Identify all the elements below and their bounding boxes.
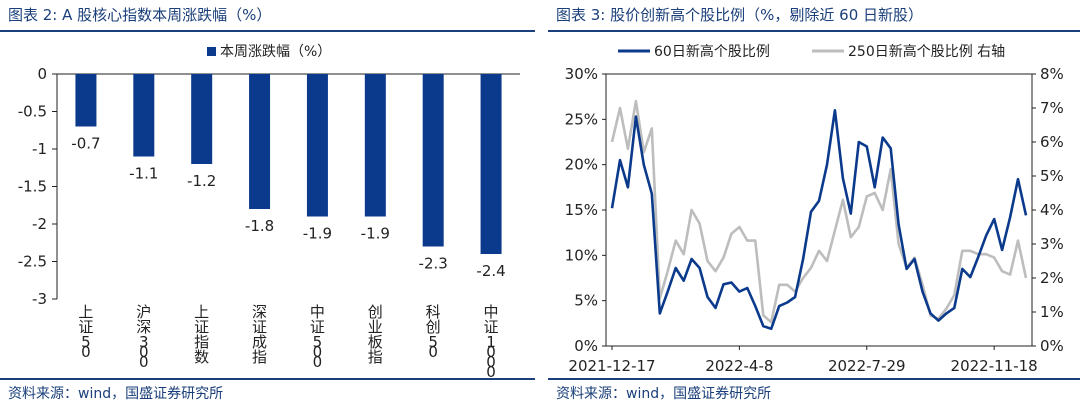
bar-data-label: -1.8 bbox=[245, 217, 274, 235]
left-bottom-rule bbox=[0, 378, 535, 380]
y-tick-label: 0 bbox=[37, 65, 47, 83]
x-category-label: 上证指数 bbox=[194, 303, 209, 366]
y-tick-label: -1.5 bbox=[18, 178, 47, 196]
bar bbox=[422, 74, 444, 247]
legend-label-250d: 250日新高个股比例 右轴 bbox=[848, 43, 1005, 60]
series-line-60d bbox=[610, 109, 1028, 331]
x-category-label: 沪深 3 0 0 bbox=[136, 303, 151, 371]
bar-data-label: -2.4 bbox=[476, 262, 505, 280]
y-right-tick-label: 7% bbox=[1040, 99, 1064, 117]
left-top-rule bbox=[0, 30, 535, 32]
plot-frame bbox=[605, 73, 1033, 347]
y-right-tick-label: 3% bbox=[1040, 235, 1064, 253]
legend-label-bar: 本周涨跌幅（%） bbox=[220, 44, 331, 60]
x-category-label: 创业板指 bbox=[368, 303, 383, 366]
bar bbox=[364, 74, 386, 217]
bar-data-label: -1.2 bbox=[187, 172, 216, 190]
y-tick-label: -2 bbox=[32, 215, 47, 233]
y-right-tick-label: 1% bbox=[1040, 303, 1064, 321]
legend-swatch-bar bbox=[207, 47, 216, 56]
y-left-tick-label: 30% bbox=[565, 65, 598, 83]
y-right-tick-label: 6% bbox=[1040, 133, 1064, 151]
y-right-tick-label: 8% bbox=[1040, 65, 1064, 83]
y-tick-label: -0.5 bbox=[18, 103, 47, 121]
x-tick-label: 2022-7-29 bbox=[828, 357, 906, 375]
x-category-label: 上证 5 0 bbox=[78, 303, 93, 361]
series-line-250d bbox=[610, 99, 1028, 324]
y-left-tick-label: 15% bbox=[565, 201, 598, 219]
left-source-note: 资料来源：wind，国盛证券研究所 bbox=[8, 386, 224, 402]
y-right-tick-label: 5% bbox=[1040, 167, 1064, 185]
y-tick-label: -3 bbox=[32, 290, 47, 308]
x-tick-label: 2022-11-18 bbox=[951, 357, 1038, 375]
y-tick-label: -1 bbox=[32, 140, 47, 158]
bar bbox=[306, 74, 328, 217]
y-right-tick-label: 2% bbox=[1040, 269, 1064, 287]
right-figure-title: 图表 3: 股价创新高个股比例（%，剔除近 60 日新股） bbox=[556, 6, 924, 24]
bar bbox=[191, 74, 213, 164]
x-category-label: 深证成指 bbox=[252, 303, 267, 366]
legend-label-60d: 60日新高个股比例 bbox=[654, 43, 770, 60]
x-category-label: 中证 5 0 0 bbox=[310, 303, 325, 371]
x-tick-label: 2022-4-8 bbox=[705, 357, 773, 375]
y-left-tick-label: 0% bbox=[574, 337, 598, 355]
y-left-tick-label: 25% bbox=[565, 110, 598, 128]
y-right-tick-label: 4% bbox=[1040, 201, 1064, 219]
bar-data-label: -1.1 bbox=[129, 165, 158, 183]
x-category-label: 科创 5 0 bbox=[426, 303, 441, 361]
right-source-note: 资料来源：wind，国盛证券研究所 bbox=[556, 386, 772, 402]
bar-data-label: -2.3 bbox=[419, 255, 448, 273]
y-right-tick-label: 0% bbox=[1040, 337, 1064, 355]
right-figure: 图表 3: 股价创新高个股比例（%，剔除近 60 日新股） 60日新高个股比例 2… bbox=[548, 0, 1080, 412]
y-left-tick-label: 5% bbox=[574, 292, 598, 310]
y-tick-label: -2.5 bbox=[18, 253, 47, 271]
bar-chart: 本周涨跌幅（%） 0 -0.5 -1 -1.5 -2 -2.5 -3 -0.7 上证 5 0 -1.1 沪… bbox=[18, 44, 520, 378]
bar bbox=[75, 74, 97, 127]
x-tick-label: 2021-12-17 bbox=[568, 357, 655, 375]
bar bbox=[133, 74, 155, 157]
bar-data-label: -1.9 bbox=[361, 225, 390, 243]
bar-data-label: -0.7 bbox=[71, 135, 100, 153]
x-category-label: 中证 1 0 0 0 bbox=[484, 303, 499, 378]
right-top-rule bbox=[548, 30, 1080, 32]
right-bottom-rule bbox=[548, 378, 1080, 380]
left-figure: 图表 2: A 股核心指数本周涨跌幅（%） 本周涨跌幅（%） 0 -0.5 -1 -1.… bbox=[0, 0, 535, 412]
bar bbox=[480, 74, 502, 254]
bar-data-label: -1.9 bbox=[303, 225, 332, 243]
y-left-tick-label: 10% bbox=[565, 246, 598, 264]
bar bbox=[249, 74, 271, 209]
y-left-tick-label: 20% bbox=[565, 156, 598, 174]
line-chart: 60日新高个股比例 250日新高个股比例 右轴 0% 5% 10% 15% 20% 25% 30… bbox=[565, 43, 1064, 375]
left-figure-title: 图表 2: A 股核心指数本周涨跌幅（%） bbox=[8, 6, 272, 24]
